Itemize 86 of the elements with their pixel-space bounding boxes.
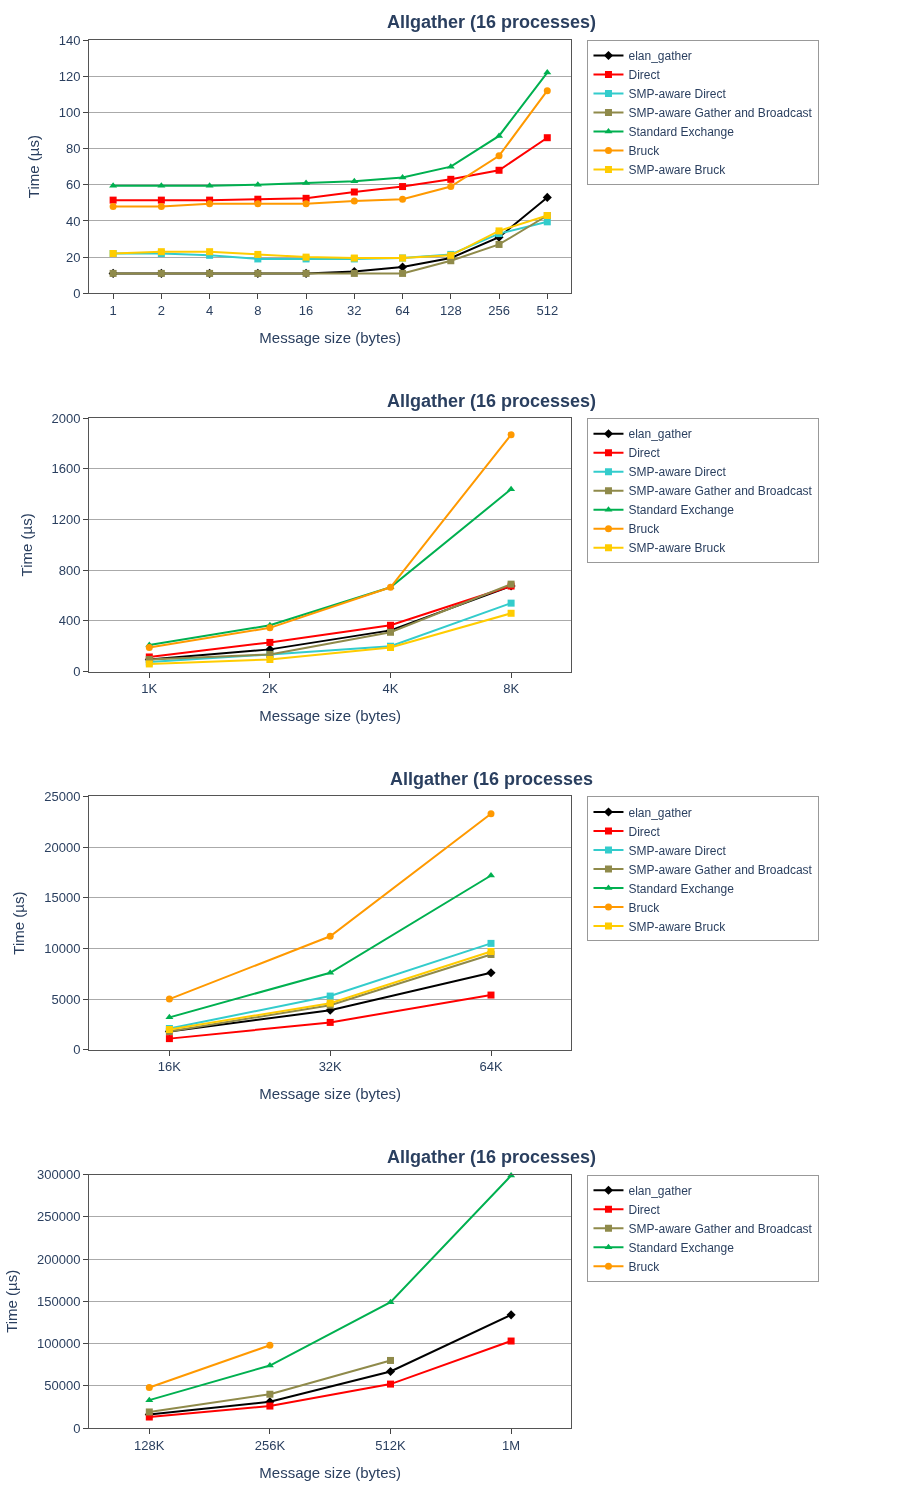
y-tick-label: 2000	[51, 410, 81, 426]
y-tick-label: 0	[73, 1420, 81, 1436]
legend-label: SMP-aware Direct	[628, 465, 727, 480]
x-tick-label: 64	[395, 302, 410, 318]
y-tick-label: 200000	[37, 1251, 81, 1267]
y-tick-label: 50000	[44, 1378, 81, 1394]
legend-label: SMP-aware Gather and Broadcast	[628, 106, 813, 121]
y-tick-label: 250000	[37, 1209, 81, 1225]
legend-label: Direct	[628, 446, 661, 461]
legend-label: Standard Exchange	[628, 125, 735, 140]
x-tick-label: 128	[439, 302, 462, 318]
legend-label: SMP-aware Bruck	[628, 163, 727, 178]
y-tick-label: 5000	[51, 991, 81, 1007]
legend-label: Bruck	[628, 900, 661, 915]
y-tick-label: 60	[65, 177, 81, 193]
legend-label: Bruck	[628, 144, 661, 159]
legend-label: elan_gather	[628, 1183, 692, 1198]
x-axis-title: Message size (bytes)	[259, 328, 402, 346]
legend-label: elan_gather	[628, 805, 692, 820]
x-tick-label: 16K	[157, 1059, 182, 1075]
chart-title: Allgather (16 processes)	[387, 12, 597, 32]
legend-label: SMP-aware Bruck	[628, 541, 727, 556]
y-tick-label: 25000	[44, 789, 81, 805]
x-tick-label: 4	[205, 302, 214, 318]
x-tick-label: 32	[347, 302, 362, 318]
x-tick-label: 512K	[375, 1437, 406, 1453]
y-tick-label: 0	[73, 664, 81, 680]
x-tick-label: 2K	[261, 681, 279, 697]
legend-label: Standard Exchange	[628, 881, 735, 896]
y-tick-label: 1200	[51, 512, 81, 528]
chart-title: Allgather (16 processes)	[387, 1147, 597, 1167]
y-axis-title: Time (µs)	[3, 1269, 21, 1333]
legend-label: SMP-aware Direct	[628, 87, 727, 102]
legend-label: SMP-aware Gather and Broadcast	[628, 484, 813, 499]
legend-label: Standard Exchange	[628, 1240, 735, 1255]
y-tick-label: 0	[73, 285, 81, 301]
x-tick-label: 128K	[134, 1437, 165, 1453]
y-tick-label: 800	[58, 562, 81, 578]
legend-label: SMP-aware Gather and Broadcast	[628, 862, 813, 877]
legend-label: SMP-aware Direct	[628, 843, 727, 858]
y-tick-label: 120	[58, 68, 81, 84]
y-tick-label: 15000	[44, 890, 81, 906]
x-tick-label: 1	[109, 302, 117, 318]
legend-label: elan_gather	[628, 427, 692, 442]
legend-label: SMP-aware Bruck	[628, 919, 727, 934]
y-tick-label: 0	[73, 1042, 81, 1058]
legend-label: elan_gather	[628, 49, 692, 64]
x-tick-label: 1K	[141, 681, 158, 697]
y-tick-label: 140	[58, 32, 81, 48]
y-tick-label: 80	[65, 141, 81, 157]
x-tick-label: 8K	[503, 681, 520, 697]
y-tick-label: 1600	[51, 461, 81, 477]
x-tick-label: 8	[254, 302, 262, 318]
chart-title: Allgather (16 processes	[390, 769, 594, 789]
y-tick-label: 100000	[37, 1336, 81, 1352]
y-tick-label: 100	[58, 104, 81, 120]
legend-label: Direct	[628, 1202, 661, 1217]
x-tick-label: 512	[536, 302, 559, 318]
y-tick-label: 40	[65, 213, 81, 229]
x-tick-label: 256	[488, 302, 510, 318]
y-tick-label: 10000	[44, 941, 81, 956]
y-tick-label: 20000	[44, 839, 81, 855]
legend-label: Direct	[628, 68, 661, 83]
y-tick-label: 400	[58, 613, 81, 629]
x-axis-title: Message size (bytes)	[259, 1085, 402, 1103]
legend-label: Standard Exchange	[628, 503, 735, 518]
x-tick-label: 256K	[254, 1437, 286, 1453]
x-axis-title: Message size (bytes)	[259, 707, 402, 725]
y-axis-title: Time (µs)	[17, 513, 35, 577]
x-tick-label: 64K	[479, 1059, 503, 1075]
legend-label: Bruck	[628, 522, 661, 537]
legend-label: Bruck	[628, 1259, 661, 1274]
x-axis-title: Message size (bytes)	[259, 1463, 402, 1481]
x-tick-label: 1M	[502, 1437, 521, 1453]
x-tick-label: 16	[298, 302, 314, 318]
x-tick-label: 4K	[382, 681, 399, 697]
y-tick-label: 20	[65, 249, 81, 265]
chart-title: Allgather (16 processes)	[387, 391, 597, 411]
y-tick-label: 300000	[37, 1167, 81, 1183]
x-tick-label: 32K	[318, 1059, 343, 1075]
legend-label: SMP-aware Gather and Broadcast	[628, 1221, 813, 1236]
y-axis-title: Time (µs)	[10, 891, 28, 955]
y-axis-title: Time (µs)	[24, 135, 42, 199]
x-tick-label: 2	[157, 302, 165, 318]
y-tick-label: 150000	[37, 1293, 81, 1309]
legend-label: Direct	[628, 824, 661, 839]
